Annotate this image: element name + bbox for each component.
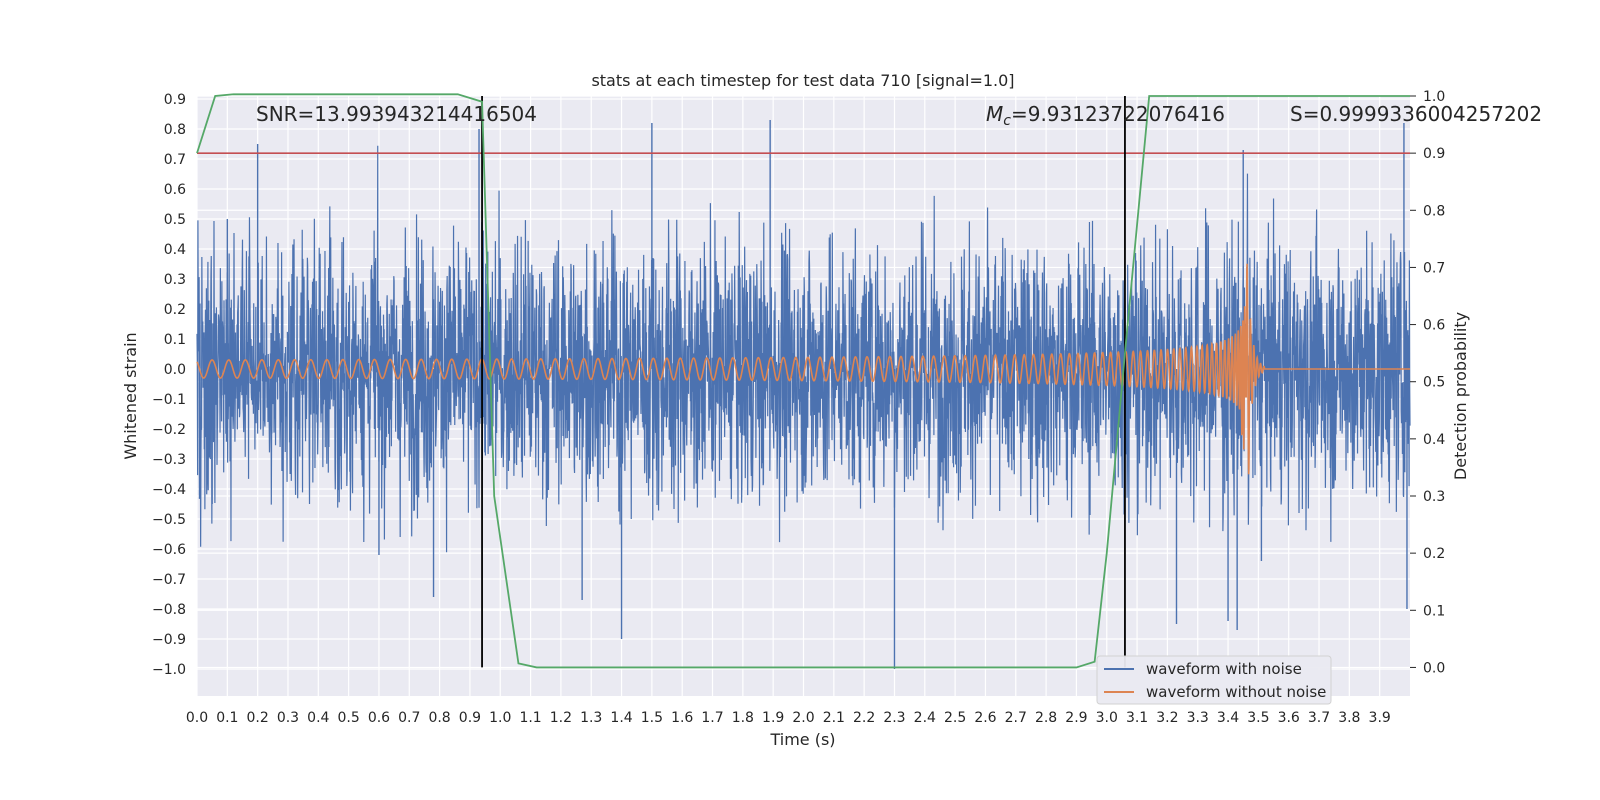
x-tick-label: 3.0 xyxy=(1096,710,1118,726)
x-tick-label: 2.8 xyxy=(1035,710,1057,726)
x-tick-label: 0.5 xyxy=(337,710,359,726)
x-tick-label: 0.0 xyxy=(186,710,208,726)
x-tick-label: 3.7 xyxy=(1308,710,1330,726)
y-tick-label: 0.3 xyxy=(164,272,186,288)
x-tick-label: 1.8 xyxy=(732,710,754,726)
x-tick-label: 3.1 xyxy=(1126,710,1148,726)
y-tick-label: 0.2 xyxy=(164,302,186,318)
y-tick-label: −0.3 xyxy=(152,452,186,468)
y-right-tick-label: 0.2 xyxy=(1423,546,1445,562)
x-tick-label: 0.6 xyxy=(368,710,390,726)
x-tick-label: 1.1 xyxy=(519,710,541,726)
line-waveform-without-noise xyxy=(196,263,1410,475)
chirp-mass-annotation: Mc=9.93123722076416 xyxy=(986,102,1225,129)
x-tick-label: 3.9 xyxy=(1369,710,1391,726)
x-tick-label: 3.5 xyxy=(1247,710,1269,726)
line-waveform-with-noise xyxy=(196,145,1411,553)
chart-title: stats at each timestep for test data 710… xyxy=(591,71,1014,90)
y-right-axis-label: Detection probability xyxy=(1451,312,1470,480)
y-tick-label: −0.2 xyxy=(152,422,186,438)
series-waveform-with-noise xyxy=(196,120,1411,669)
legend: waveform with noise waveform without noi… xyxy=(1096,655,1332,705)
y-right-tick-labels: 1.0 0.9 0.8 0.7 0.6 0.5 0.4 0.3 0.2 0.1 0.0 xyxy=(1410,89,1445,676)
line-detection-probability xyxy=(196,93,1410,669)
x-tick-label: 0.1 xyxy=(216,710,238,726)
y-tick-label: 0.9 xyxy=(164,92,186,108)
y-right-tick-label: 0.4 xyxy=(1423,432,1445,448)
x-tick-label: 0.2 xyxy=(247,710,269,726)
x-tick-label: 0.8 xyxy=(428,710,450,726)
x-tick-label: 1.5 xyxy=(641,710,663,726)
x-tick-label: 2.4 xyxy=(914,710,936,726)
y-tick-label: 0.1 xyxy=(164,332,186,348)
y-tick-label: −0.6 xyxy=(152,542,186,558)
y-tick-label: 0.7 xyxy=(164,152,186,168)
y-tick-label: −0.4 xyxy=(152,482,186,498)
x-tick-label: 2.6 xyxy=(974,710,996,726)
x-tick-labels: 0.0 0.1 0.2 0.3 0.4 0.5 0.6 0.7 0.8 0.9 1.0 1.1 1.2 1… xyxy=(186,710,1391,726)
x-tick-label: 2.9 xyxy=(1065,710,1087,726)
x-tick-label: 1.7 xyxy=(701,710,723,726)
x-tick-label: 2.1 xyxy=(823,710,845,726)
y-right-tick-label: 0.6 xyxy=(1423,318,1445,334)
x-tick-label: 2.7 xyxy=(1005,710,1027,726)
y-right-tick-label: 0.9 xyxy=(1423,146,1445,162)
legend-label-waveform-without-noise: waveform without noise xyxy=(1146,683,1326,701)
x-tick-label: 0.7 xyxy=(398,710,420,726)
series-waveform-without-noise xyxy=(196,263,1410,475)
y-tick-label: 0.6 xyxy=(164,182,186,198)
y-right-tick-label: 0.5 xyxy=(1423,375,1445,391)
x-tick-label: 1.3 xyxy=(580,710,602,726)
y-tick-label: 0.4 xyxy=(164,242,186,258)
x-tick-label: 0.3 xyxy=(277,710,299,726)
y-right-tick-label: 0.7 xyxy=(1423,260,1445,276)
y-right-tick-label: 0.3 xyxy=(1423,489,1445,505)
x-tick-label: 1.6 xyxy=(671,710,693,726)
legend-label-waveform-with-noise: waveform with noise xyxy=(1146,660,1302,678)
x-tick-label: 1.0 xyxy=(489,710,511,726)
y-tick-label: −0.8 xyxy=(152,602,186,618)
x-tick-label: 3.4 xyxy=(1217,710,1239,726)
y-axis-label: Whitened strain xyxy=(121,332,140,459)
y-tick-label: 0.0 xyxy=(164,362,186,378)
x-tick-label: 2.2 xyxy=(853,710,875,726)
y-tick-label: 0.8 xyxy=(164,122,186,138)
y-tick-label: −0.7 xyxy=(152,572,186,588)
x-tick-label: 2.5 xyxy=(944,710,966,726)
x-tick-label: 1.2 xyxy=(550,710,572,726)
y-right-tick-label: 0.0 xyxy=(1423,660,1445,676)
y-tick-label: −0.1 xyxy=(152,392,186,408)
overlays xyxy=(196,93,1410,669)
x-tick-label: 1.4 xyxy=(610,710,632,726)
y-tick-label: −0.5 xyxy=(152,512,186,528)
x-tick-label: 3.8 xyxy=(1338,710,1360,726)
y-tick-label: −0.9 xyxy=(152,632,186,648)
x-tick-label: 3.2 xyxy=(1156,710,1178,726)
x-tick-label: 0.4 xyxy=(307,710,329,726)
y-right-tick-label: 0.8 xyxy=(1423,203,1445,219)
snr-annotation: SNR=13.993943214416504 xyxy=(256,102,537,126)
s-annotation: S=0.9999336004257202 xyxy=(1290,102,1542,126)
y-right-tick-label: 1.0 xyxy=(1423,89,1445,105)
y-right-tick-label: 0.1 xyxy=(1423,603,1445,619)
y-tick-label: 0.5 xyxy=(164,212,186,228)
x-tick-label: 0.9 xyxy=(459,710,481,726)
x-axis-label: Time (s) xyxy=(769,730,835,749)
x-tick-label: 3.6 xyxy=(1278,710,1300,726)
x-tick-label: 3.3 xyxy=(1187,710,1209,726)
y-tick-labels: 0.9 0.8 0.7 0.6 0.5 0.4 0.3 0.2 0.1 0.0 −0.1 −0.2 −0… xyxy=(152,92,186,678)
x-tick-label: 2.3 xyxy=(883,710,905,726)
x-tick-label: 2.0 xyxy=(792,710,814,726)
y-tick-label: −1.0 xyxy=(152,662,186,678)
legend-box xyxy=(1096,655,1332,705)
x-tick-label: 1.9 xyxy=(762,710,784,726)
